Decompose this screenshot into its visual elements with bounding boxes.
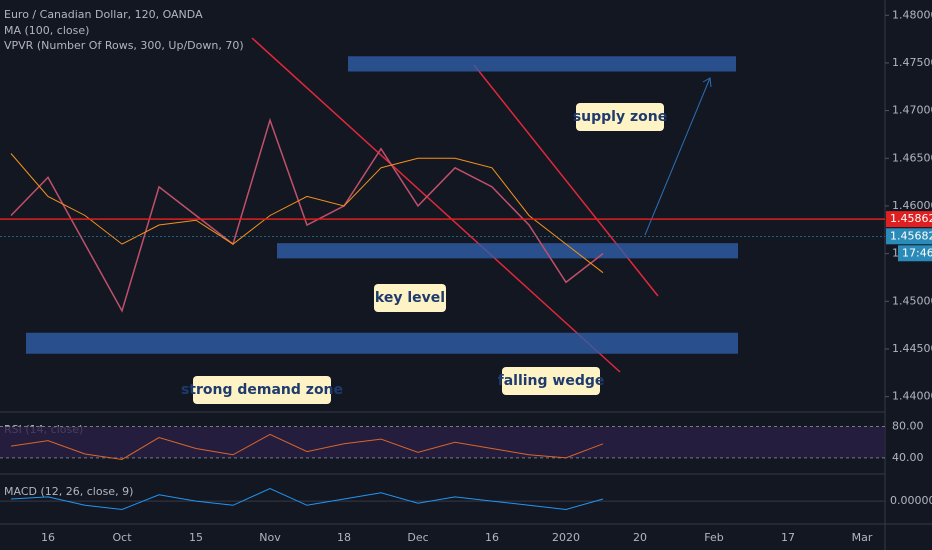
x-tick-label: Dec — [407, 531, 428, 544]
x-tick-label: Nov — [259, 531, 281, 544]
x-tick-label: 15 — [189, 531, 203, 544]
y-tick-label: 1.44500 — [892, 342, 932, 355]
countdown: 17:46 — [902, 246, 932, 259]
zone — [26, 332, 738, 354]
y-tick-label: 1.48000 — [892, 8, 932, 21]
y-tick-label: 1.47000 — [892, 104, 932, 117]
macd-title: MACD (12, 26, close, 9) — [4, 485, 133, 498]
rsi-tick-label: 40.00 — [892, 451, 924, 464]
y-tick-label: 1.46000 — [892, 199, 932, 212]
y-tick-label: 1.45000 — [892, 294, 932, 307]
callout-label: key level — [375, 290, 445, 306]
rsi-band — [0, 426, 885, 458]
countdown-badge — [898, 245, 932, 262]
x-tick-label: 18 — [337, 531, 351, 544]
callout-label: strong demand zone — [181, 382, 343, 398]
callout — [576, 103, 664, 131]
y-tick-label: 1.46500 — [892, 151, 932, 164]
projection-arrow — [644, 77, 711, 236]
price-badge — [886, 228, 932, 245]
price-badge-label: 1.45682 — [890, 229, 932, 242]
wedge-line — [251, 37, 621, 373]
callout — [193, 376, 331, 404]
rsi-tick-label: 80.00 — [892, 420, 924, 433]
zone — [277, 243, 738, 259]
x-tick-label: 20 — [633, 531, 647, 544]
rsi-line — [10, 433, 604, 460]
x-tick-label: 2020 — [552, 531, 580, 544]
x-tick-label: 16 — [485, 531, 499, 544]
x-tick-label: Mar — [852, 531, 873, 544]
callout — [374, 284, 446, 312]
x-tick-label: 16 — [41, 531, 55, 544]
y-tick-label: 1.44000 — [892, 390, 932, 403]
zone — [348, 56, 736, 72]
callout-label: falling wedge — [498, 373, 605, 389]
macd-line — [10, 487, 604, 510]
x-tick-label: Feb — [704, 531, 723, 544]
price-line — [10, 117, 604, 313]
callout-label: supply zone — [573, 109, 667, 125]
x-tick-label: 17 — [781, 531, 795, 544]
price-badge — [886, 211, 932, 228]
indicator-label: MA (100, close) — [4, 24, 89, 37]
arrow-head — [702, 77, 712, 88]
callout — [502, 367, 600, 395]
chart-title: Euro / Canadian Dollar, 120, OANDA — [4, 8, 203, 21]
y-tick-label: 1.47500 — [892, 56, 932, 69]
indicator-label: VPVR (Number Of Rows, 300, Up/Down, 70) — [4, 39, 244, 52]
price-line — [10, 153, 604, 274]
price-badge-label: 1.45862 — [890, 212, 932, 225]
macd-tick-label: 0.00000 — [890, 494, 932, 507]
x-tick-label: Oct — [112, 531, 132, 544]
